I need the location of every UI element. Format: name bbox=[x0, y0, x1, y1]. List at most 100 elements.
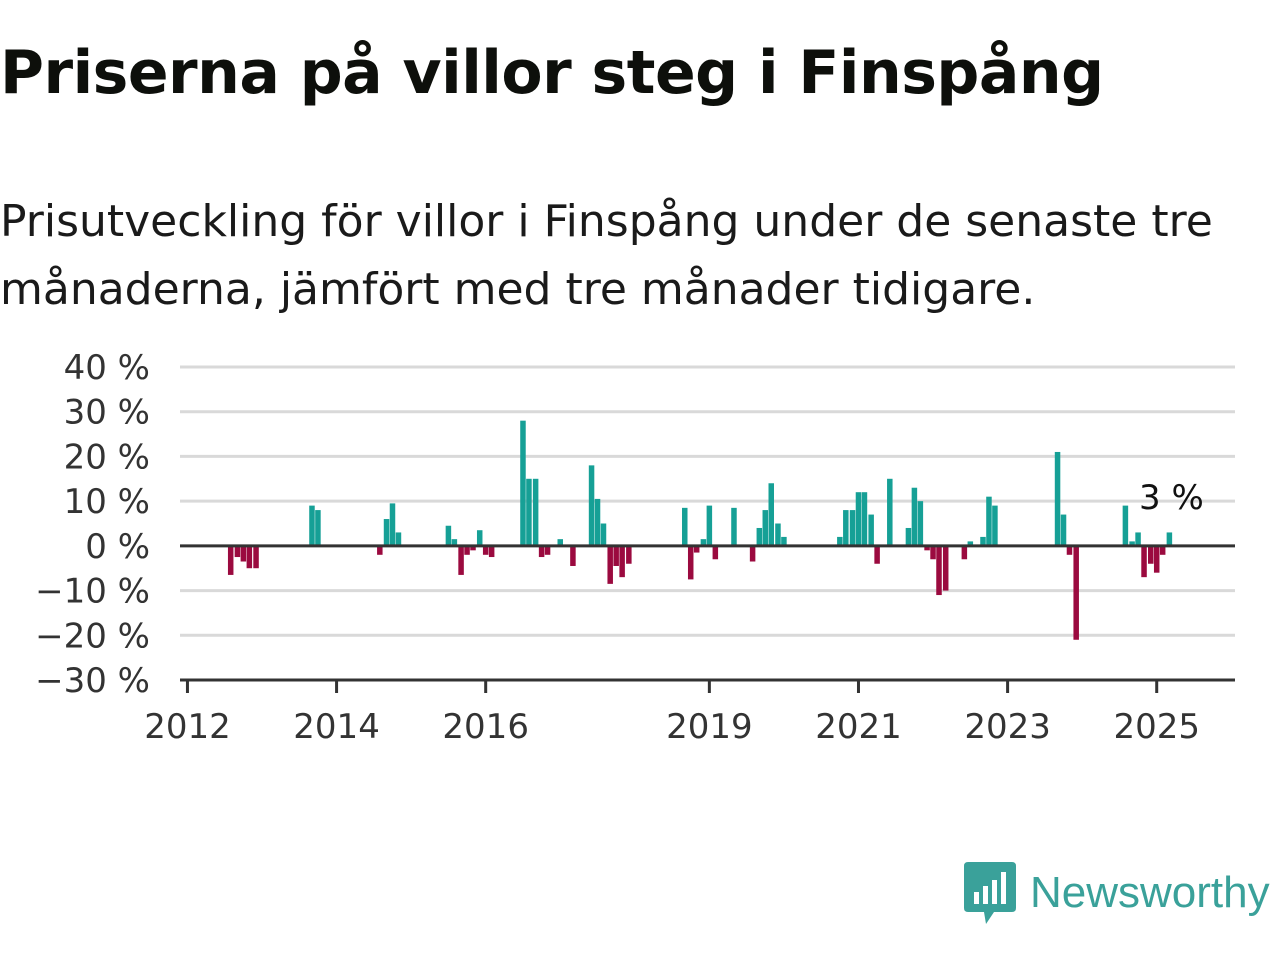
x-tick-label: 2021 bbox=[815, 707, 902, 747]
bar bbox=[768, 483, 774, 546]
newsworthy-logo-icon bbox=[964, 862, 1016, 924]
bar bbox=[557, 539, 563, 546]
y-tick-label: 20 % bbox=[64, 437, 150, 477]
bar bbox=[1166, 532, 1173, 546]
bar bbox=[1054, 451, 1061, 546]
bar bbox=[315, 510, 321, 546]
bar bbox=[588, 465, 595, 546]
bar bbox=[594, 498, 601, 546]
bar bbox=[682, 507, 688, 546]
x-tick-label: 2023 bbox=[964, 707, 1051, 747]
bar bbox=[532, 478, 539, 546]
bar bbox=[240, 545, 247, 562]
bar-chart: 40 %30 %20 %10 %0 %−10 %−20 %−30 % 2012 2… bbox=[35, 348, 1235, 747]
x-tick-label: 2025 bbox=[1113, 707, 1200, 747]
bar bbox=[538, 545, 545, 558]
brand-logo: Newsworthy bbox=[964, 862, 1270, 924]
bar bbox=[911, 487, 918, 546]
bar bbox=[930, 545, 936, 560]
chart-subtitle: Prisutveckling för villor i Finspång und… bbox=[0, 196, 1213, 315]
bar bbox=[309, 505, 315, 546]
x-tick-label: 2019 bbox=[666, 707, 753, 747]
bar bbox=[967, 541, 974, 546]
bar bbox=[389, 503, 396, 546]
bar bbox=[227, 545, 234, 575]
bar bbox=[377, 545, 383, 555]
bar bbox=[775, 523, 781, 546]
bar bbox=[712, 545, 719, 560]
bar bbox=[961, 545, 968, 560]
bar bbox=[488, 545, 495, 558]
y-tick-label: −30 % bbox=[35, 661, 150, 701]
bar bbox=[924, 545, 930, 551]
bar bbox=[942, 545, 949, 591]
bar bbox=[861, 492, 868, 546]
bar bbox=[1066, 545, 1073, 555]
bar bbox=[706, 505, 713, 546]
bar bbox=[246, 545, 253, 569]
y-tick-label: 40 % bbox=[64, 348, 150, 388]
bar bbox=[395, 532, 402, 546]
bar bbox=[476, 530, 483, 546]
grid-lines bbox=[180, 365, 1235, 637]
bar bbox=[1135, 532, 1141, 546]
bar bbox=[936, 545, 942, 596]
bar bbox=[607, 545, 613, 584]
chart-title: Priserna på villor steg i Finspång bbox=[0, 38, 1104, 108]
bar bbox=[619, 545, 625, 578]
bar bbox=[917, 501, 924, 546]
bar bbox=[837, 536, 843, 546]
bar bbox=[1129, 541, 1135, 546]
x-tick-label: 2012 bbox=[144, 707, 231, 747]
bar bbox=[470, 545, 476, 551]
bar bbox=[756, 527, 763, 546]
bars bbox=[227, 420, 1173, 640]
y-tick-label: 30 % bbox=[64, 393, 150, 433]
bar bbox=[626, 545, 632, 564]
bar bbox=[749, 545, 756, 562]
bar bbox=[451, 539, 458, 546]
bar bbox=[600, 523, 607, 546]
bar bbox=[1148, 545, 1154, 564]
bar bbox=[781, 536, 787, 546]
bar bbox=[731, 507, 737, 546]
bar bbox=[693, 545, 700, 553]
x-tick-label: 2016 bbox=[442, 707, 529, 747]
bar bbox=[762, 510, 769, 546]
bar bbox=[520, 420, 526, 546]
bar bbox=[234, 545, 241, 558]
bar bbox=[874, 545, 880, 564]
bar bbox=[544, 545, 551, 555]
bar bbox=[887, 478, 893, 546]
bar bbox=[1153, 545, 1160, 573]
bar bbox=[980, 536, 986, 546]
bar bbox=[526, 478, 532, 546]
bar bbox=[849, 510, 856, 546]
bar bbox=[843, 510, 849, 546]
bar bbox=[445, 525, 452, 546]
bar bbox=[570, 545, 576, 566]
bar bbox=[383, 519, 390, 546]
bar bbox=[905, 527, 912, 546]
x-axis: 2012 2014 2016 2019 2021 2023 2025 bbox=[144, 544, 1235, 747]
bar bbox=[464, 545, 470, 555]
bar bbox=[1073, 545, 1079, 640]
bar bbox=[253, 545, 259, 569]
bar bbox=[1159, 545, 1166, 555]
bar bbox=[482, 545, 489, 555]
y-tick-label: 0 % bbox=[85, 527, 150, 567]
bar bbox=[986, 496, 992, 546]
last-value-label: 3 % bbox=[1139, 478, 1204, 518]
y-tick-label: −20 % bbox=[35, 616, 150, 656]
bar bbox=[992, 505, 998, 546]
bar bbox=[1141, 545, 1147, 578]
bar bbox=[687, 545, 694, 580]
bar bbox=[458, 545, 464, 575]
y-axis: 40 % 30 %20 % 10 % 0 % −10 %−20 % −30 % bbox=[35, 348, 150, 701]
bar bbox=[1122, 505, 1129, 546]
y-tick-label: 10 % bbox=[64, 482, 150, 522]
brand-name: Newsworthy bbox=[1030, 868, 1270, 917]
data-labels: 3 % bbox=[1139, 478, 1204, 518]
bar bbox=[868, 514, 874, 546]
bar bbox=[700, 539, 707, 546]
